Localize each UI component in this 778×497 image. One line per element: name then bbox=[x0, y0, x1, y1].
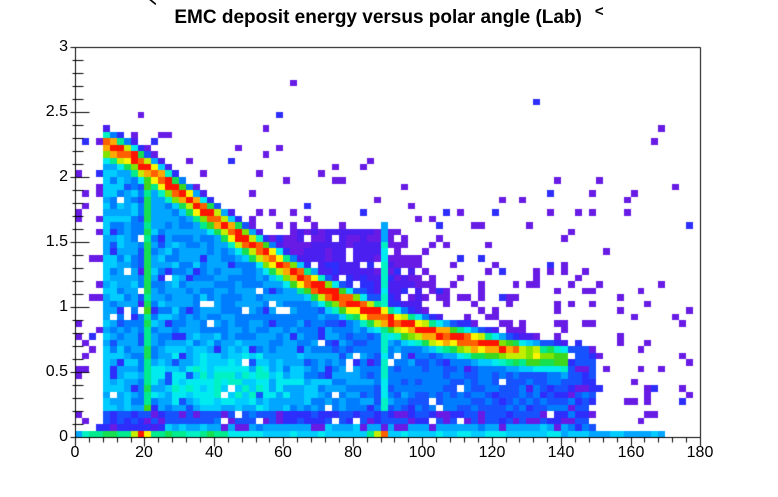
plot-title-row: EMC deposit energy versus polar angle (L… bbox=[0, 3, 778, 29]
y-tick-label: 1.5 bbox=[45, 233, 68, 250]
y-tick-label: 3 bbox=[59, 38, 68, 55]
y-tick-label: 2 bbox=[59, 168, 68, 185]
y-tick-label: 1 bbox=[59, 298, 68, 315]
y-tick-label: 2.5 bbox=[45, 103, 68, 120]
y-tick-label: 0.5 bbox=[45, 363, 68, 380]
x-tick-label: 180 bbox=[686, 444, 714, 461]
x-tick-label: 100 bbox=[408, 444, 436, 461]
x-tick-label: 120 bbox=[478, 444, 506, 461]
title-suffix-mark: < bbox=[594, 3, 604, 20]
x-tick-label: 140 bbox=[547, 444, 575, 461]
x-tick-label: 40 bbox=[205, 444, 223, 461]
y-tick-label: 0 bbox=[59, 428, 68, 445]
x-tick-label: 60 bbox=[274, 444, 292, 461]
x-tick-label: 20 bbox=[135, 444, 153, 461]
x-tick-label: 160 bbox=[617, 444, 645, 461]
plot-title: EMC deposit energy versus polar angle (L… bbox=[174, 7, 582, 28]
x-tick-label: 80 bbox=[344, 444, 362, 461]
x-tick-label: 0 bbox=[70, 444, 80, 461]
